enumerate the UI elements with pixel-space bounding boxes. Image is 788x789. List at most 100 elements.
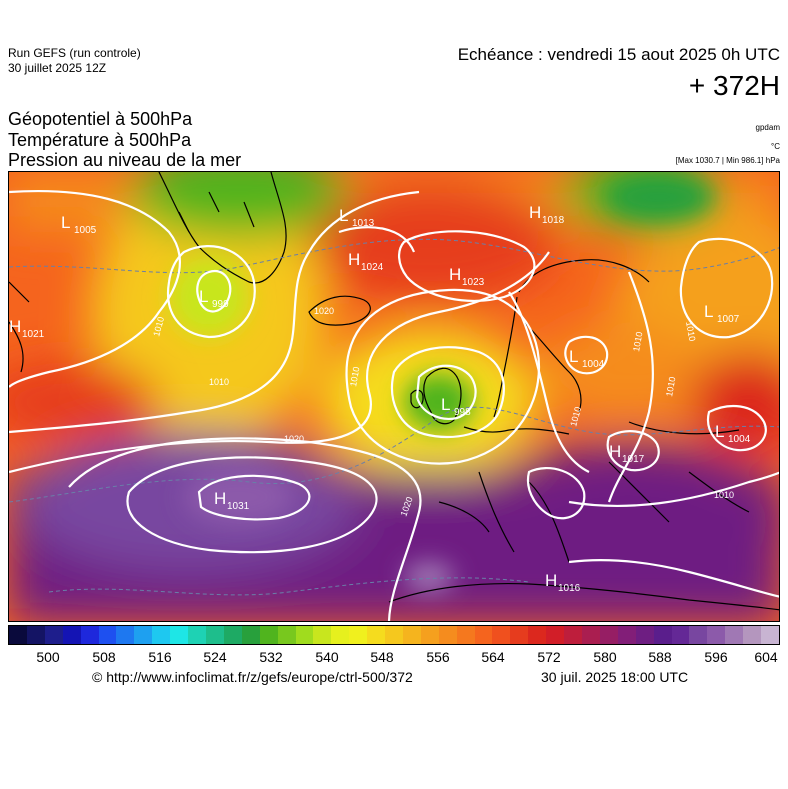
color-scale-tick-label: 580: [593, 649, 617, 665]
pressure-center-letter: H: [529, 203, 541, 222]
color-scale-tick-label: 540: [315, 649, 339, 665]
color-swatch: [617, 626, 636, 644]
isobar-label: 1010: [664, 376, 677, 397]
pressure-center-letter: H: [9, 317, 21, 336]
color-scale-tick-label: 596: [704, 649, 728, 665]
high-pressure-center: H 1018: [529, 203, 565, 226]
color-scale-tick-label: 524: [203, 649, 227, 665]
color-scale-tick-label: 516: [148, 649, 172, 665]
pressure-center-letter: L: [704, 302, 713, 321]
low-pressure-center: L 1013: [339, 206, 375, 229]
pressure-center-value: 1017: [622, 454, 645, 465]
color-swatch: [474, 626, 493, 644]
color-scale-tick-label: 548: [370, 649, 394, 665]
color-swatch: [743, 626, 762, 644]
pressure-center-value: 1004: [582, 359, 605, 370]
color-swatch: [188, 626, 206, 644]
color-swatch: [62, 626, 81, 644]
title-pressure: Pression au niveau de la mer: [8, 150, 242, 170]
color-scale-tick-label: 604: [754, 649, 778, 665]
pressure-center-letter: L: [61, 213, 70, 232]
unit-temperature: °C: [771, 142, 780, 151]
isobar-label: 1020: [314, 306, 334, 316]
title-geopotential: Géopotentiel à 500hPa: [8, 109, 193, 129]
high-pressure-center: H 1021: [9, 317, 45, 340]
isobar-label: 1010: [684, 321, 697, 342]
pressure-center-letter: L: [441, 395, 450, 414]
high-pressure-center: H 1016: [545, 571, 581, 594]
color-swatch: [367, 626, 386, 644]
color-swatch: [9, 626, 27, 644]
color-swatch: [492, 626, 511, 644]
color-swatch: [761, 626, 779, 644]
footer-url[interactable]: © http://www.infoclimat.fr/z/gefs/europe…: [92, 669, 413, 685]
pressure-center-value: 1013: [352, 218, 375, 229]
pressure-center-letter: H: [545, 571, 557, 590]
color-swatch: [98, 626, 117, 644]
color-swatch: [653, 626, 672, 644]
low-pressure-center: L 1005: [61, 213, 97, 236]
pressure-center-value: 1024: [361, 262, 384, 273]
unit-geopotential: gpdam: [755, 123, 780, 132]
color-swatch: [420, 626, 439, 644]
high-pressure-center: H 1024: [348, 250, 384, 273]
color-swatch: [385, 626, 403, 644]
color-swatch: [689, 626, 708, 644]
run-date: 30 juillet 2025 12Z: [8, 61, 107, 75]
color-scale: [8, 625, 780, 645]
unit-pressure-range: [Max 1030.7 | Min 986.1] hPa: [675, 156, 780, 165]
color-swatch: [152, 626, 171, 644]
isobar-labels: 1010 1020 1010 1010 1020 1010 1010 1020 …: [151, 306, 734, 518]
color-swatch: [295, 626, 314, 644]
color-swatch: [44, 626, 63, 644]
pressure-center-letter: H: [609, 442, 621, 461]
footer-generated-time: 30 juil. 2025 18:00 UTC: [541, 669, 689, 685]
isobar-label: 1010: [714, 490, 734, 500]
color-swatch: [456, 626, 475, 644]
pressure-center-value: 1031: [227, 501, 250, 512]
low-pressure-center: L 1004: [715, 422, 751, 445]
color-scale-ticks: 500 508 516 524 532 540 548 556 564 572 580 588 596 6…: [8, 649, 780, 667]
color-swatch: [205, 626, 224, 644]
color-swatch: [438, 626, 457, 644]
color-swatch: [528, 626, 547, 644]
color-swatch: [80, 626, 99, 644]
pressure-center-value: 1004: [728, 434, 751, 445]
low-pressure-center: L 1004: [569, 347, 605, 370]
pressure-center-letter: H: [449, 265, 461, 284]
color-scale-tick-label: 556: [426, 649, 450, 665]
color-swatch: [635, 626, 654, 644]
pressure-center-value: 1005: [74, 225, 97, 236]
color-swatch: [170, 626, 189, 644]
valid-time: Echéance : vendredi 15 aout 2025 0h UTC: [457, 45, 780, 64]
isobars: [9, 189, 779, 621]
weather-map: 1010 1020 1010 1010 1020 1010 1010 1020 …: [8, 171, 780, 622]
lead-time: + 372H: [688, 70, 780, 101]
color-swatch: [707, 626, 726, 644]
color-swatch: [134, 626, 153, 644]
color-swatch: [277, 626, 296, 644]
color-scale-tick-label: 508: [92, 649, 116, 665]
pressure-center-value: 1021: [22, 329, 45, 340]
high-pressure-center: H 1017: [609, 442, 645, 465]
color-swatch: [259, 626, 278, 644]
color-swatch: [223, 626, 242, 644]
low-pressure-center: L 998: [441, 395, 471, 418]
isobar-label: 1010: [209, 377, 229, 387]
isobar-label: 1010: [631, 331, 644, 352]
color-swatch: [510, 626, 529, 644]
pressure-center-value: 999: [212, 299, 229, 310]
color-swatch: [313, 626, 332, 644]
color-scale-tick-label: 572: [537, 649, 561, 665]
color-scale-tick-label: 500: [36, 649, 60, 665]
isobar-label: 1020: [284, 434, 304, 444]
high-pressure-center: H 1031: [214, 489, 250, 512]
pressure-center-letter: L: [339, 206, 348, 225]
color-swatch: [349, 626, 368, 644]
color-swatch: [546, 626, 565, 644]
color-swatch: [599, 626, 618, 644]
isobar-label: 1010: [348, 366, 361, 387]
low-pressure-center: L 999: [199, 287, 229, 310]
pressure-center-letter: H: [348, 250, 360, 269]
